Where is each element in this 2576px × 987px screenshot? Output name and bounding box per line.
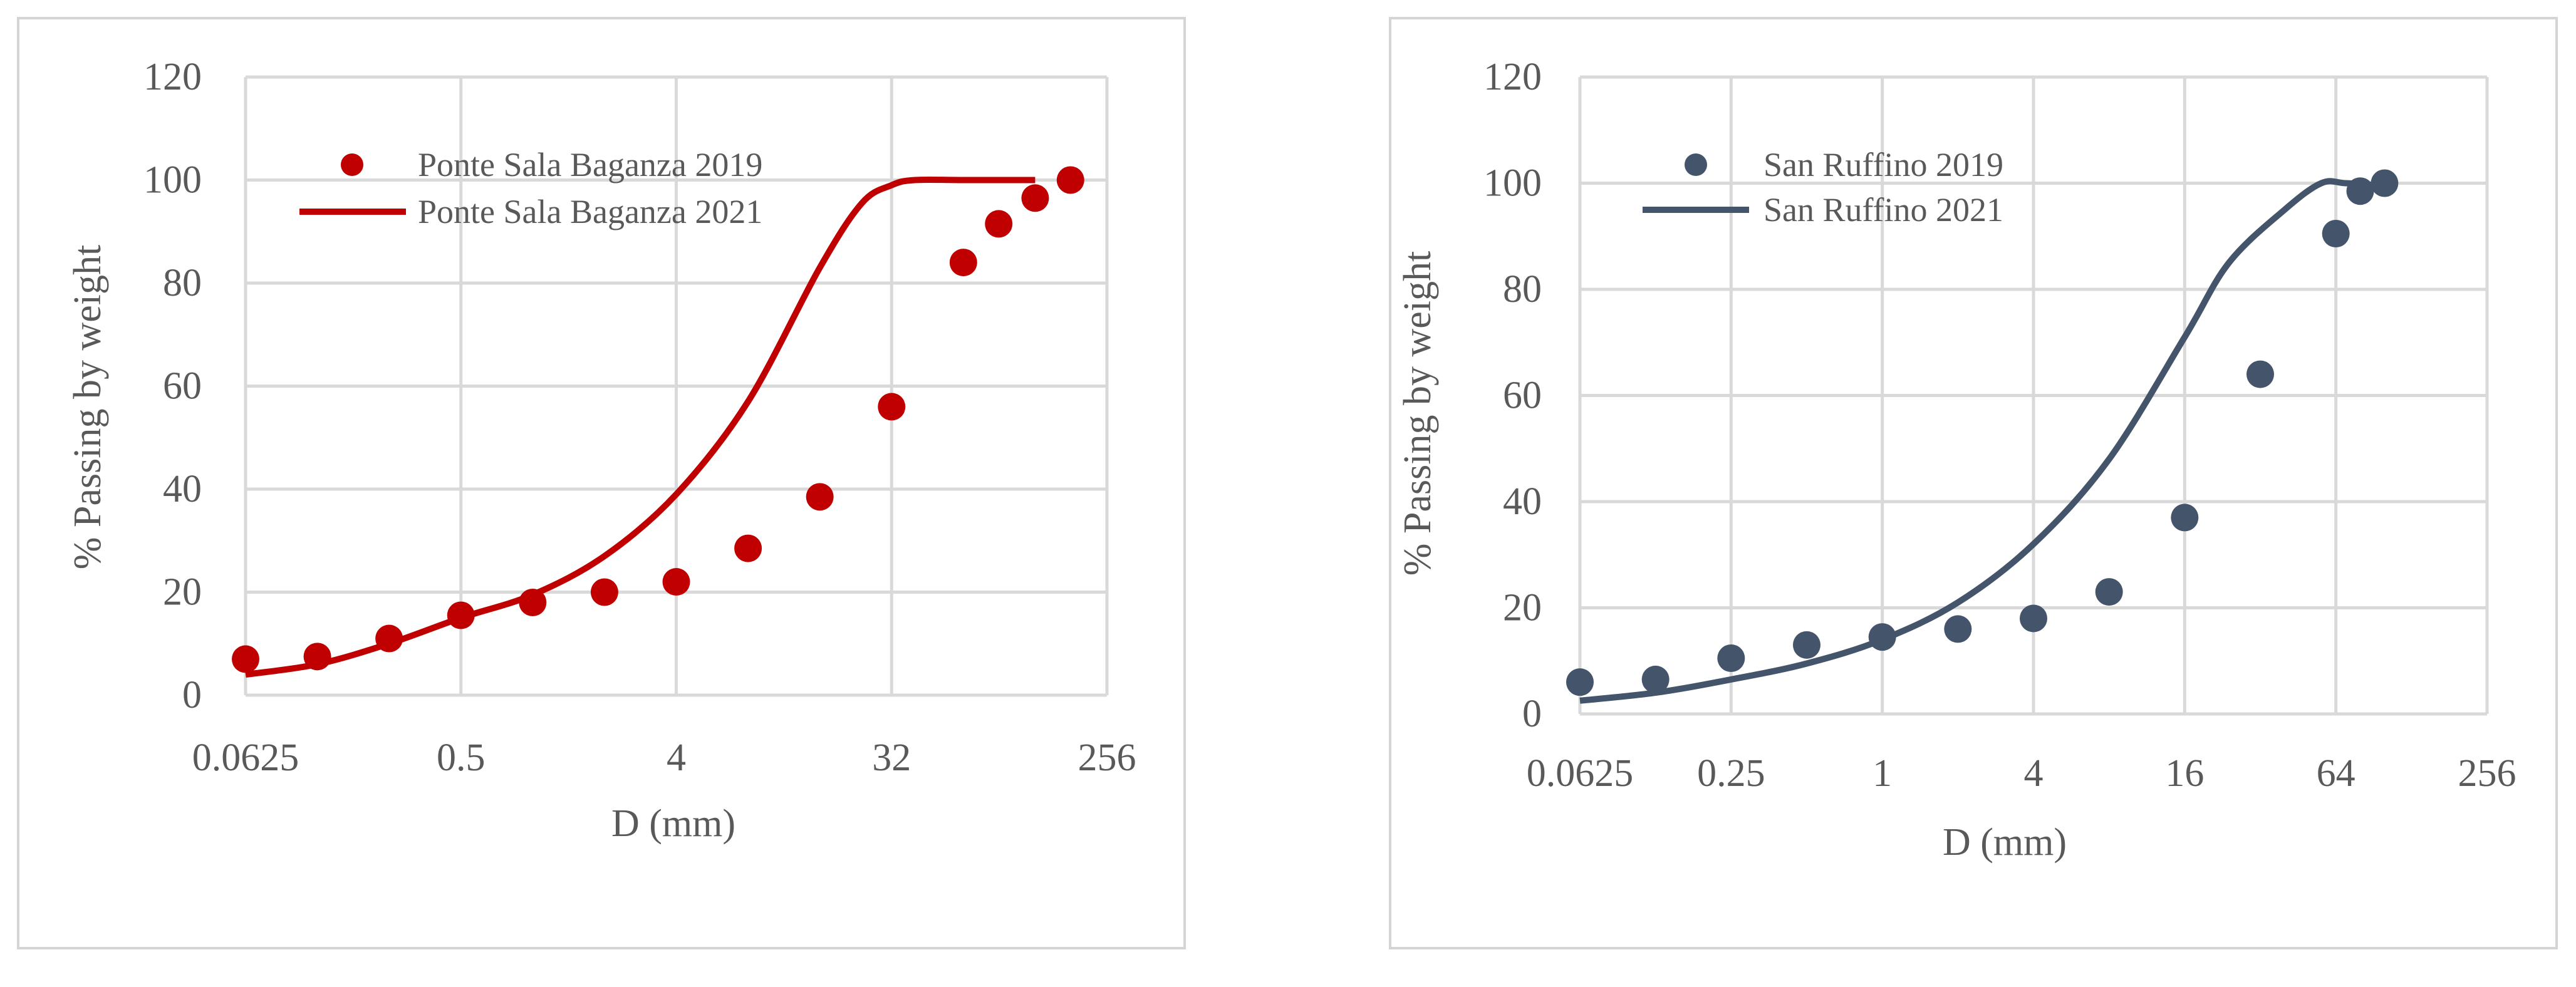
x-tick-label: 4 <box>2024 752 2044 795</box>
data-point <box>232 645 259 673</box>
x-tick-label: 0.5 <box>437 736 486 779</box>
y-tick-label: 40 <box>1503 480 1542 523</box>
data-point <box>2346 177 2374 205</box>
legend-label-points: San Ruffino 2019 <box>1763 146 2003 183</box>
legend: Ponte Sala Baganza 2019 Ponte Sala Bagan… <box>299 146 762 230</box>
chart-right: 0 20 40 60 80 100 120 0.0625 0.25 1 4 16 64 256 D (m… <box>1389 17 2558 949</box>
data-point <box>985 210 1013 238</box>
series-line <box>1579 178 2385 704</box>
y-tick-label: 80 <box>1503 268 1542 311</box>
data-point <box>1944 615 1972 643</box>
y-tick-label: 20 <box>1503 587 1542 629</box>
chart-frame <box>17 17 1186 949</box>
y-tick-label: 120 <box>143 56 202 98</box>
y-tick-label: 120 <box>1483 56 1542 98</box>
data-point <box>1793 631 1820 659</box>
data-point <box>1717 644 1745 673</box>
x-tick-labels: 0.0625 0.5 4 32 256 <box>192 736 1136 779</box>
x-tick-label: 0.0625 <box>192 736 299 779</box>
data-point <box>303 643 331 671</box>
x-tick-label: 0.25 <box>1697 752 1765 795</box>
x-tick-labels: 0.0625 0.25 1 4 16 64 256 <box>1527 752 2516 795</box>
y-tick-label: 100 <box>143 159 202 202</box>
chart-frame <box>1389 17 2558 949</box>
x-tick-label: 32 <box>872 736 911 779</box>
x-axis-title: D (mm) <box>1943 821 2067 864</box>
data-point <box>662 568 690 596</box>
y-tick-label: 60 <box>163 365 202 408</box>
y-tick-label: 0 <box>1522 693 1542 735</box>
data-point <box>734 534 762 562</box>
legend: San Ruffino 2019 San Ruffino 2021 <box>1643 146 2003 229</box>
line-series-group <box>1579 178 2385 704</box>
data-point <box>590 578 618 606</box>
y-axis-title: % Passing by weight <box>66 245 109 569</box>
data-point <box>375 624 403 653</box>
y-tick-label: 100 <box>1483 162 1542 205</box>
data-point <box>2322 220 2350 248</box>
y-tick-label: 60 <box>1503 375 1542 417</box>
x-tick-label: 256 <box>1078 736 1136 779</box>
x-tick-label: 4 <box>667 736 686 779</box>
y-tick-labels: 0 20 40 60 80 100 120 <box>143 56 202 716</box>
chart-left: 0 20 40 60 80 100 120 0.0625 0.5 4 32 256 D (mm) %… <box>17 17 1186 949</box>
y-tick-label: 40 <box>163 468 202 510</box>
point-series-group <box>1566 169 2399 696</box>
data-point <box>447 601 475 629</box>
point-series-group <box>232 166 1084 673</box>
x-tick-label: 256 <box>2458 752 2516 795</box>
y-tick-label: 0 <box>182 674 202 716</box>
data-point <box>806 483 834 511</box>
x-tick-label: 64 <box>2317 752 2355 795</box>
x-tick-label: 16 <box>2165 752 2204 795</box>
data-point <box>1868 623 1896 651</box>
data-point <box>1566 668 1594 696</box>
data-point <box>2020 604 2047 633</box>
y-tick-label: 20 <box>163 571 202 614</box>
x-tick-label: 1 <box>1872 752 1892 795</box>
data-point <box>1056 166 1084 194</box>
y-tick-label: 80 <box>163 262 202 304</box>
legend-label-line: Ponte Sala Baganza 2021 <box>418 193 762 230</box>
x-axis-title: D (mm) <box>611 802 735 845</box>
data-point <box>949 249 977 277</box>
legend-label-line: San Ruffino 2021 <box>1763 191 2003 229</box>
data-point <box>2371 169 2399 197</box>
data-point <box>2095 578 2123 606</box>
data-point <box>878 393 906 421</box>
y-axis-title: % Passing by weight <box>1396 251 1439 576</box>
x-tick-label: 0.0625 <box>1527 752 1634 795</box>
data-point <box>2171 504 2199 532</box>
legend-label-points: Ponte Sala Baganza 2019 <box>418 146 762 183</box>
data-point <box>519 588 547 616</box>
legend-marker-points <box>341 153 363 176</box>
legend-marker-points <box>1685 153 1707 176</box>
data-point <box>2246 360 2274 388</box>
data-point <box>1641 665 1670 693</box>
data-point <box>1021 184 1049 212</box>
y-tick-labels: 0 20 40 60 80 100 120 <box>1483 56 1542 735</box>
